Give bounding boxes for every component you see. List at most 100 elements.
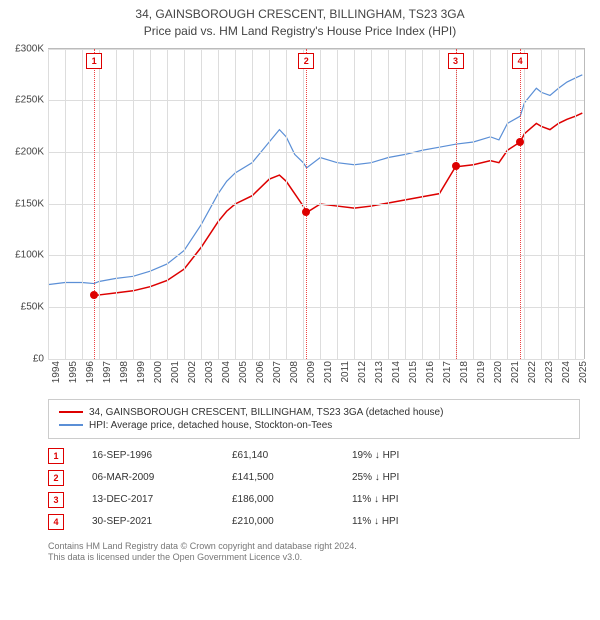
sale-date: 30-SEP-2021 <box>92 516 232 527</box>
sale-price: £186,000 <box>232 494 352 505</box>
x-axis-label: 1999 <box>136 361 147 383</box>
gridline-v <box>269 49 270 359</box>
x-axis-label: 2008 <box>289 361 300 383</box>
sale-marker-box: 2 <box>48 470 64 486</box>
x-axis-label: 2003 <box>204 361 215 383</box>
x-axis-label: 2006 <box>255 361 266 383</box>
x-axis-label: 1998 <box>119 361 130 383</box>
y-axis-label: £0 <box>33 353 44 364</box>
gridline-v <box>456 49 457 359</box>
sale-diff: 19% ↓ HPI <box>352 450 472 461</box>
gridline-v <box>235 49 236 359</box>
sale-date: 13-DEC-2017 <box>92 494 232 505</box>
sale-date: 16-SEP-1996 <box>92 450 232 461</box>
sales-table-row: 1 16-SEP-1996£61,14019% ↓ HPI <box>48 445 580 467</box>
x-axis-label: 2004 <box>221 361 232 383</box>
gridline-v <box>303 49 304 359</box>
gridline-h <box>48 204 584 205</box>
sale-marker-box: 1 <box>86 53 102 69</box>
chart-title-block: 34, GAINSBOROUGH CRESCENT, BILLINGHAM, T… <box>0 0 600 40</box>
legend-swatch-hpi <box>59 424 83 426</box>
x-axis-label: 2002 <box>187 361 198 383</box>
x-axis-label: 2024 <box>561 361 572 383</box>
sale-diff: 11% ↓ HPI <box>352 494 472 505</box>
x-axis-label: 1996 <box>85 361 96 383</box>
sale-marker-line <box>520 49 521 359</box>
sale-dot <box>452 162 460 170</box>
footer: Contains HM Land Registry data © Crown c… <box>48 541 580 564</box>
sale-marker-line <box>94 49 95 359</box>
x-axis-label: 2022 <box>527 361 538 383</box>
x-axis-label: 2014 <box>391 361 402 383</box>
sale-dot <box>516 138 524 146</box>
gridline-v <box>405 49 406 359</box>
sale-marker-box: 3 <box>448 53 464 69</box>
sale-diff: 25% ↓ HPI <box>352 472 472 483</box>
gridline-v <box>82 49 83 359</box>
sale-marker-line <box>456 49 457 359</box>
x-axis-label: 2016 <box>425 361 436 383</box>
chart-title-line1: 34, GAINSBOROUGH CRESCENT, BILLINGHAM, T… <box>0 6 600 23</box>
gridline-h <box>48 152 584 153</box>
x-axis-label: 2011 <box>340 361 351 383</box>
gridline-v <box>371 49 372 359</box>
x-axis-label: 2020 <box>493 361 504 383</box>
sale-price: £210,000 <box>232 516 352 527</box>
legend: 34, GAINSBOROUGH CRESCENT, BILLINGHAM, T… <box>48 399 580 439</box>
gridline-v <box>575 49 576 359</box>
gridline-v <box>65 49 66 359</box>
gridline-v <box>388 49 389 359</box>
gridline-v <box>99 49 100 359</box>
gridline-v <box>218 49 219 359</box>
gridline-v <box>507 49 508 359</box>
gridline-h <box>48 255 584 256</box>
series-line <box>48 74 582 284</box>
sale-marker-box: 4 <box>512 53 528 69</box>
x-axis-label: 2012 <box>357 361 368 383</box>
x-axis-label: 2023 <box>544 361 555 383</box>
gridline-v <box>48 49 49 359</box>
y-axis-label: £300K <box>15 43 44 54</box>
footer-line2: This data is licensed under the Open Gov… <box>48 552 580 564</box>
x-axis-label: 2010 <box>323 361 334 383</box>
sale-price: £141,500 <box>232 472 352 483</box>
legend-row-property: 34, GAINSBOROUGH CRESCENT, BILLINGHAM, T… <box>59 406 569 419</box>
sale-marker-box: 2 <box>298 53 314 69</box>
sale-price: £61,140 <box>232 450 352 461</box>
gridline-v <box>201 49 202 359</box>
x-axis-label: 2025 <box>578 361 589 383</box>
gridline-h <box>48 100 584 101</box>
gridline-h <box>48 307 584 308</box>
legend-swatch-property <box>59 411 83 413</box>
x-axis-label: 1994 <box>51 361 62 383</box>
gridline-v <box>116 49 117 359</box>
chart-title-line2: Price paid vs. HM Land Registry's House … <box>0 23 600 40</box>
x-axis-label: 2018 <box>459 361 470 383</box>
gridline-v <box>167 49 168 359</box>
x-axis-label: 2019 <box>476 361 487 383</box>
x-axis-label: 2005 <box>238 361 249 383</box>
x-axis-label: 2009 <box>306 361 317 383</box>
price-chart: £0£50K£100K£150K£200K£250K£300K199419951… <box>48 48 585 359</box>
x-axis-label: 2013 <box>374 361 385 383</box>
y-axis-label: £250K <box>15 95 44 106</box>
x-axis-label: 1997 <box>102 361 113 383</box>
footer-line1: Contains HM Land Registry data © Crown c… <box>48 541 580 553</box>
gridline-v <box>490 49 491 359</box>
sales-table-row: 430-SEP-2021£210,00011% ↓ HPI <box>48 511 580 533</box>
gridline-v <box>286 49 287 359</box>
gridline-v <box>354 49 355 359</box>
sale-marker-box: 1 <box>48 448 64 464</box>
y-axis-label: £100K <box>15 250 44 261</box>
sales-table-row: 313-DEC-2017£186,00011% ↓ HPI <box>48 489 580 511</box>
sales-table: 116-SEP-1996£61,14019% ↓ HPI206-MAR-2009… <box>48 445 580 533</box>
gridline-v <box>524 49 525 359</box>
legend-label-property: 34, GAINSBOROUGH CRESCENT, BILLINGHAM, T… <box>89 407 443 418</box>
sale-marker-line <box>306 49 307 359</box>
sale-diff: 11% ↓ HPI <box>352 516 472 527</box>
x-axis-label: 2000 <box>153 361 164 383</box>
sales-table-row: 206-MAR-2009£141,50025% ↓ HPI <box>48 467 580 489</box>
gridline-v <box>541 49 542 359</box>
x-axis-label: 2001 <box>170 361 181 383</box>
gridline-v <box>439 49 440 359</box>
